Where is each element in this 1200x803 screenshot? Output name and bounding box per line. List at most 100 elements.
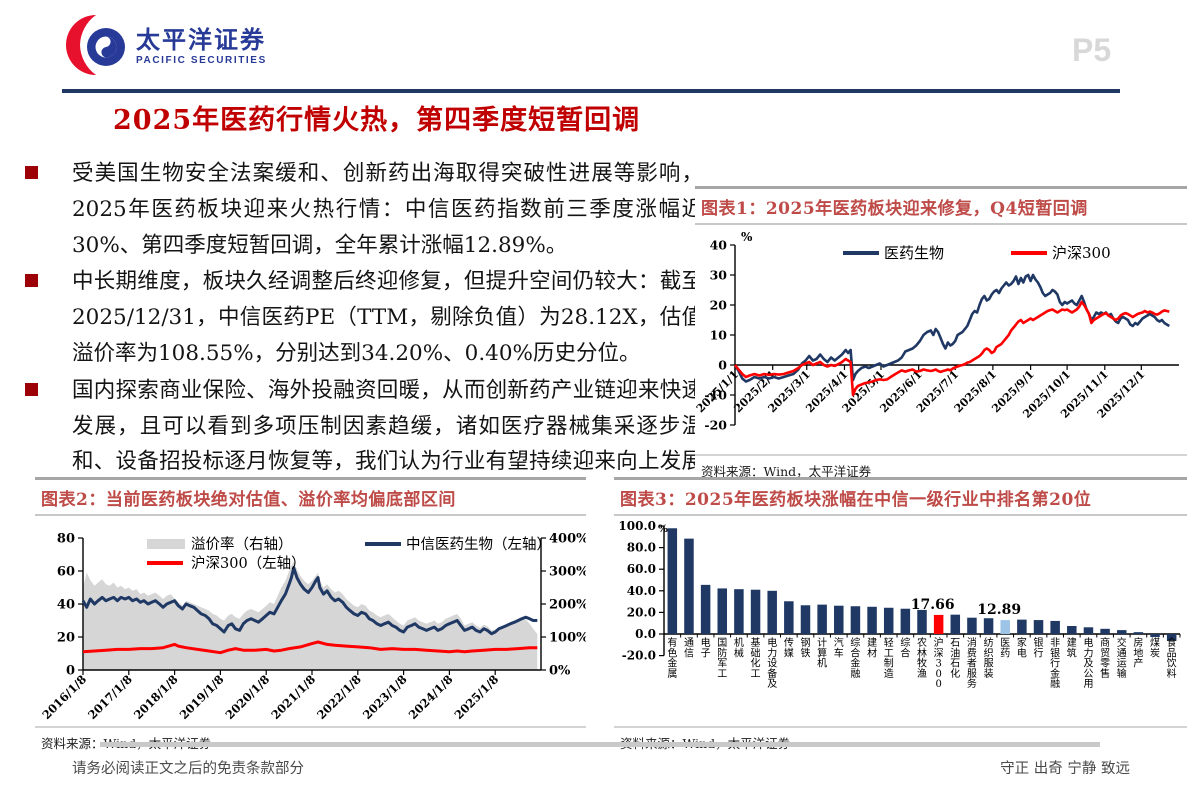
- bar-基础化工: [750, 589, 761, 634]
- svg-text:医药生物: 医药生物: [884, 244, 944, 262]
- bar-电子: [700, 584, 711, 634]
- bullet-marker: [25, 274, 38, 288]
- svg-text:2023/1/8: 2023/1/8: [360, 672, 410, 722]
- bar-传媒: [784, 601, 794, 634]
- figure-3-source: 资料来源：Wind，太平洋证券: [614, 726, 1187, 755]
- header-divider: [62, 89, 1120, 93]
- category-label: 银行: [1034, 636, 1044, 659]
- svg-text:20: 20: [57, 631, 75, 646]
- bar-建筑: [1067, 626, 1077, 634]
- bar-有色金属: [667, 528, 678, 634]
- bar-轻工制造: [883, 607, 894, 634]
- category-label: 通信: [684, 637, 694, 659]
- series-沪深300: [733, 300, 1170, 397]
- figure-2-chart: 80 60 40 20 0 400% 300% 200% 100% 0% 2016/1/82017/…: [39, 532, 589, 723]
- bullet-item: 受美国生物安全法案缓和、创新药出海取得突破性进展等影响，2025年医药板块迎来火…: [25, 156, 703, 263]
- bar-机械: [734, 589, 744, 634]
- pacific-securities-logo-icon: [66, 15, 125, 75]
- bar-电力及公用: [1083, 627, 1094, 634]
- brand-name-cn: 太平洋证券: [136, 24, 266, 54]
- category-label: 建材: [867, 636, 877, 659]
- category-label: 医药: [1000, 637, 1010, 659]
- category-label: 有色金属: [667, 636, 677, 680]
- category-label: 钢铁: [800, 636, 810, 659]
- svg-text:60.0: 60.0: [627, 562, 656, 576]
- category-label: 综合: [900, 636, 910, 659]
- svg-text:2019/1/8: 2019/1/8: [177, 672, 227, 722]
- svg-text:2016/1/8: 2016/1/8: [39, 672, 89, 722]
- bullet-text: 中长期维度，板块久经调整后终迎修复，但提升空间仍较大：截至2025/12/31，…: [72, 269, 703, 366]
- category-label: 房地产: [1133, 636, 1143, 670]
- svg-text:2018/1/8: 2018/1/8: [131, 672, 181, 722]
- bullet-text: 受美国生物安全法案缓和、创新药出海取得突破性进展等影响，2025年医药板块迎来火…: [72, 161, 703, 258]
- svg-text:40: 40: [710, 238, 728, 253]
- category-label: 基础化工: [751, 636, 761, 680]
- category-label: 机械: [734, 636, 744, 659]
- bar-消费者服务: [967, 617, 977, 634]
- figure-1: 图表1：2025年医药板块迎来修复，Q4短暂回调 40 30 20 10 0 -10 -20…: [694, 186, 1187, 483]
- bar-通信: [684, 538, 694, 634]
- category-label: 商贸零售: [1100, 636, 1110, 680]
- bar-商贸零售: [1100, 628, 1110, 634]
- category-label: 汽车: [834, 636, 844, 659]
- category-label: 非银行金融: [1050, 637, 1060, 690]
- data-label: 17.66: [911, 597, 955, 613]
- company-logo: 太平洋证券 PACIFIC SECURITIES: [66, 12, 267, 80]
- category-label: 食品饮料: [1167, 636, 1177, 680]
- bar-电力设备及: [767, 590, 777, 634]
- svg-text:2022/1/8: 2022/1/8: [314, 672, 364, 722]
- figure-1-title: 图表1：2025年医药板块迎来修复，Q4短暂回调: [695, 186, 1187, 225]
- svg-text:0: 0: [718, 358, 727, 373]
- bullet-text: 国内探索商业保险、海外投融资回暖，从而创新药产业链迎来快速发展，且可以看到多项压…: [72, 377, 703, 510]
- svg-text:2024/1/8: 2024/1/8: [406, 672, 456, 722]
- svg-text:80: 80: [57, 532, 75, 547]
- svg-text:0: 0: [66, 664, 75, 679]
- svg-text:60: 60: [57, 565, 75, 580]
- category-label: 电力设备及: [767, 636, 777, 690]
- svg-text:300%: 300%: [549, 565, 586, 580]
- bar-综合: [900, 608, 911, 634]
- bar-银行: [1033, 620, 1044, 634]
- brand-name-en: PACIFIC SECURITIES: [136, 54, 267, 66]
- svg-text:2021/1/8: 2021/1/8: [268, 672, 318, 722]
- figure-2-title: 图表2：当前医药板块绝对估值、溢价率均偏底部区间: [35, 477, 586, 516]
- svg-text:80.0: 80.0: [627, 541, 656, 555]
- figure-2: 图表2：当前医药板块绝对估值、溢价率均偏底部区间 80 60 40 20 0 400% 30…: [35, 477, 589, 755]
- category-label: 消费者服务: [967, 636, 977, 690]
- svg-text:100%: 100%: [549, 631, 586, 646]
- svg-text:%: %: [741, 230, 753, 244]
- category-label: 家电: [1017, 636, 1027, 659]
- footer-disclaimer: 请务必阅读正文之后的免责条款部分: [72, 761, 304, 777]
- series-沪深300: [82, 640, 538, 655]
- figure-2-source: 资料来源：Wind，太平洋证券: [35, 726, 586, 755]
- slide-title: 2025年医药行情火热，第四季度短暂回调: [113, 105, 641, 136]
- bar-食品饮料: [1166, 634, 1177, 641]
- svg-text:40.0: 40.0: [627, 584, 656, 598]
- footer: 请务必阅读正文之后的免责条款部分 守正 出奇 宁静 致远: [72, 757, 1130, 778]
- svg-text:沪深300: 沪深300: [1052, 244, 1111, 262]
- category-label: 综合金融: [850, 636, 860, 680]
- category-label: 石油石化: [950, 638, 960, 680]
- bar-家电: [1017, 619, 1027, 634]
- svg-text:10: 10: [710, 328, 728, 343]
- footer-divider: [100, 742, 1100, 747]
- svg-text:沪深300（左轴）: 沪深300（左轴）: [191, 555, 306, 572]
- category-label: 计算机: [817, 636, 827, 670]
- svg-text:40: 40: [57, 598, 75, 613]
- bar-煤炭: [1150, 634, 1160, 638]
- bar-交通运输: [1116, 630, 1127, 634]
- bar-农林牧渔: [917, 609, 927, 634]
- bar-汽车: [834, 605, 844, 634]
- svg-text:20.0: 20.0: [627, 605, 656, 619]
- svg-text:-20.0: -20.0: [622, 649, 656, 663]
- svg-text:20: 20: [710, 298, 728, 313]
- bar-综合金融: [850, 606, 861, 634]
- figure-1-chart: 403020100-10-20%2025/1/12025/2/12025/3/1…: [694, 230, 1179, 433]
- svg-text:200%: 200%: [549, 598, 586, 613]
- series-溢价率: [83, 561, 538, 670]
- svg-text:溢价率（右轴）: 溢价率（右轴）: [191, 536, 293, 553]
- brand-text: 太平洋证券 PACIFIC SECURITIES: [136, 24, 267, 66]
- data-label: 12.89: [977, 602, 1021, 618]
- bar-房地产: [1133, 632, 1144, 634]
